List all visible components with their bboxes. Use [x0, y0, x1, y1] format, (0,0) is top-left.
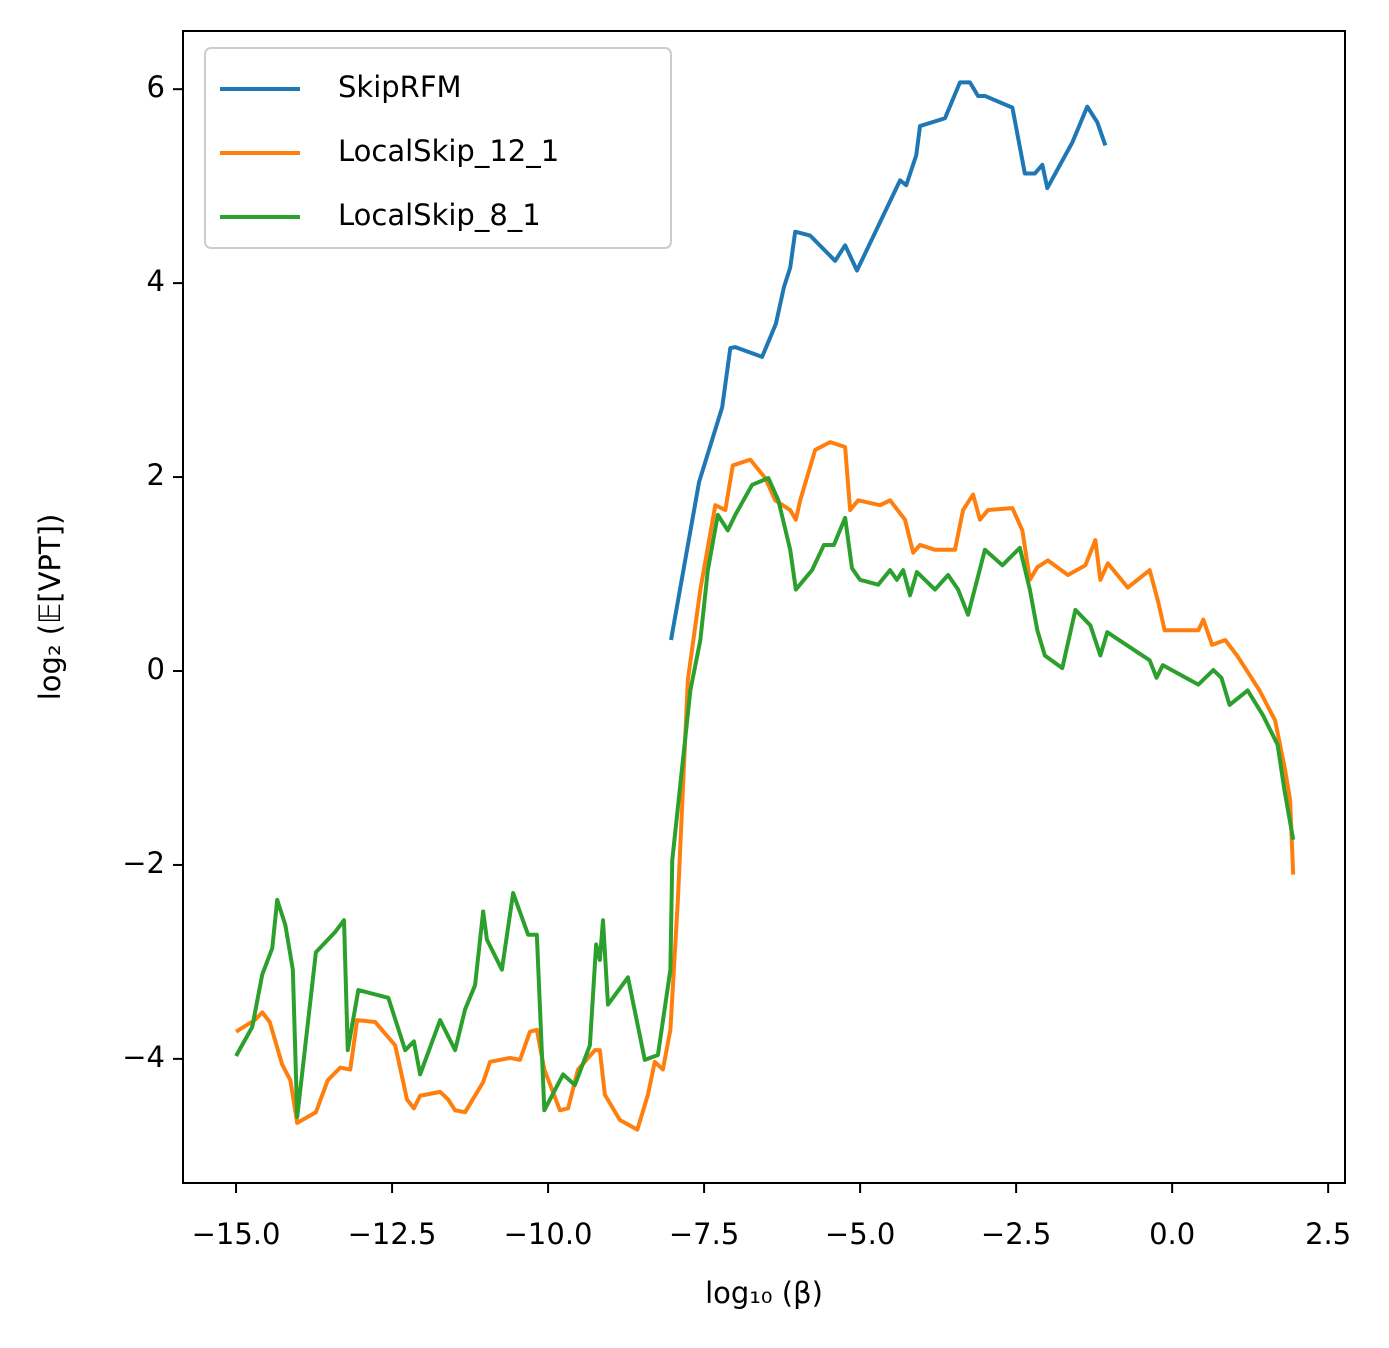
y-axis-label: log₂ (𝔼[VPT]) [33, 514, 67, 701]
x-tick-label: −10.0 [504, 1217, 593, 1251]
x-tick-label: 0.0 [1149, 1217, 1195, 1251]
y-tick-label: 2 [147, 458, 165, 492]
series-line [234, 476, 1296, 1120]
x-tick-label: −7.5 [669, 1217, 739, 1251]
legend-label: LocalSkip_8_1 [338, 198, 541, 232]
y-tick-label: −2 [122, 846, 165, 880]
legend-label: SkipRFM [338, 70, 462, 104]
x-tick-label: −5.0 [825, 1217, 895, 1251]
y-tick-label: −4 [122, 1040, 165, 1074]
x-tick-label: −2.5 [981, 1217, 1051, 1251]
y-tick-label: 6 [147, 70, 165, 104]
x-axis-label: log₁₀ (β) [705, 1276, 823, 1310]
x-tick-label: 2.5 [1305, 1217, 1351, 1251]
series-line [234, 440, 1296, 1132]
legend-box [204, 47, 672, 249]
plot-frame [182, 30, 1346, 1184]
x-tick-label: −15.0 [192, 1217, 281, 1251]
x-tick-label: −12.5 [348, 1217, 437, 1251]
series-line [669, 80, 1108, 641]
y-tick-label: 4 [147, 264, 165, 298]
y-tick-label: 0 [147, 652, 165, 686]
legend-label: LocalSkip_12_1 [338, 134, 559, 168]
